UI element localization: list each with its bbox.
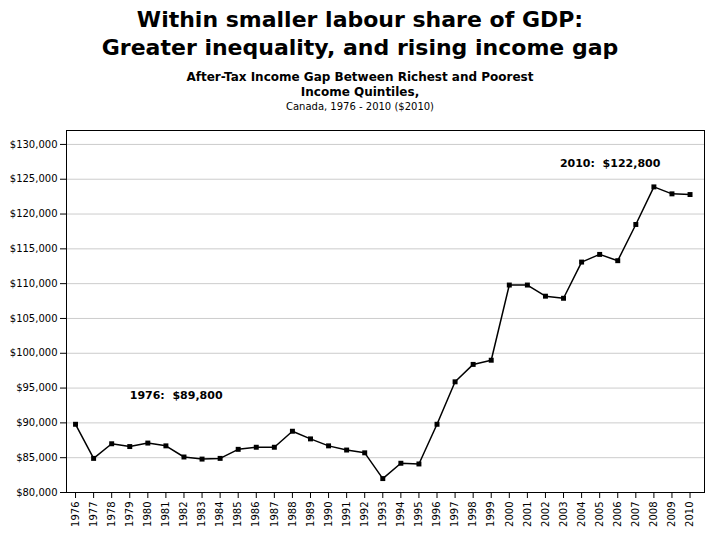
svg-text:$90,000: $90,000	[16, 417, 57, 428]
svg-text:1978: 1978	[106, 502, 117, 527]
svg-text:1985: 1985	[232, 502, 243, 527]
svg-text:1979: 1979	[124, 502, 135, 527]
svg-text:1990: 1990	[323, 502, 334, 527]
svg-text:2008: 2008	[648, 502, 659, 527]
svg-text:2010: 2010	[684, 502, 695, 527]
svg-text:2005: 2005	[594, 502, 605, 527]
svg-text:1982: 1982	[178, 502, 189, 527]
svg-text:1998: 1998	[467, 502, 478, 527]
html-text:Within smaller labour share of: Within smaller labour share of GDP:	[136, 7, 584, 32]
svg-text:1981: 1981	[160, 502, 171, 527]
svg-text:$105,000: $105,000	[10, 313, 58, 324]
svg-text:$115,000: $115,000	[10, 243, 58, 254]
svg-text:1976: $89,800: 1976: $89,800	[130, 389, 223, 402]
svg-text:2000: 2000	[504, 502, 515, 527]
svg-text:1994: 1994	[395, 502, 406, 527]
html-text:Canada, 1976 - 2010 ($2010): Canada, 1976 - 2010 ($2010)	[286, 101, 434, 112]
svg-text:$95,000: $95,000	[16, 382, 57, 393]
svg-text:1980: 1980	[142, 502, 153, 527]
html-text:Greater inequality, and rising: Greater inequality, and rising income ga…	[101, 35, 619, 60]
svg-text:$80,000: $80,000	[16, 487, 57, 498]
svg-text:$120,000: $120,000	[10, 208, 58, 219]
svg-text:2010: $122,800: 2010: $122,800	[560, 157, 661, 170]
svg-text:2007: 2007	[630, 502, 641, 527]
svg-text:1993: 1993	[377, 502, 388, 527]
svg-text:$110,000: $110,000	[10, 278, 58, 289]
html-text:After-Tax Income Gap Between R: After-Tax Income Gap Between Richest and…	[186, 70, 534, 84]
svg-text:1999: 1999	[485, 502, 496, 527]
svg-text:1988: 1988	[287, 502, 298, 527]
svg-text:$100,000: $100,000	[10, 347, 58, 358]
svg-text:2001: 2001	[522, 502, 533, 527]
svg-text:1995: 1995	[413, 502, 424, 527]
svg-text:1992: 1992	[359, 502, 370, 527]
svg-text:1977: 1977	[88, 502, 99, 527]
svg-text:1997: 1997	[449, 502, 460, 527]
svg-text:2006: 2006	[612, 502, 623, 527]
svg-text:2002: 2002	[540, 502, 551, 527]
svg-text:$130,000: $130,000	[10, 139, 58, 150]
svg-text:$125,000: $125,000	[10, 173, 58, 184]
svg-text:1984: 1984	[214, 502, 225, 527]
svg-text:1996: 1996	[431, 502, 442, 527]
svg-text:1987: 1987	[269, 502, 280, 527]
svg-text:1976: 1976	[70, 502, 81, 527]
svg-text:1991: 1991	[341, 502, 352, 527]
svg-text:2009: 2009	[666, 502, 677, 527]
svg-text:2003: 2003	[558, 502, 569, 527]
svg-text:$85,000: $85,000	[16, 452, 57, 463]
svg-text:1989: 1989	[305, 502, 316, 527]
svg-text:1983: 1983	[196, 502, 207, 527]
html-text:Income Quintiles,: Income Quintiles,	[300, 85, 420, 99]
svg-text:2004: 2004	[576, 502, 587, 527]
svg-text:1986: 1986	[250, 502, 261, 527]
